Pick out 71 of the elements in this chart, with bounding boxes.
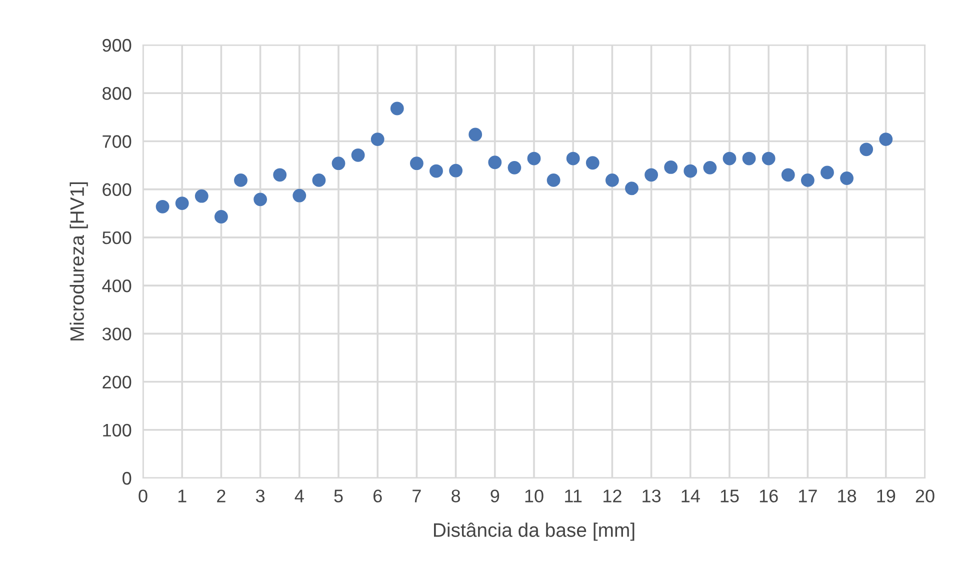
point	[430, 164, 443, 178]
point	[742, 152, 756, 166]
x-tick-label: 5	[334, 490, 343, 502]
point	[684, 164, 698, 178]
point	[586, 156, 600, 170]
point	[879, 132, 893, 146]
x-tick-label: 13	[642, 490, 661, 502]
x-tick-label: 6	[373, 490, 382, 502]
y-tick-label: 0	[122, 472, 132, 485]
y-tick-label: 400	[102, 279, 132, 292]
point	[762, 152, 776, 166]
point	[703, 160, 717, 174]
point	[722, 152, 736, 166]
y-tick-label: 700	[102, 135, 132, 148]
x-tick-label: 11	[565, 490, 582, 502]
point	[840, 172, 854, 185]
point	[390, 102, 404, 116]
point	[664, 160, 678, 174]
x-tick-label: 4	[294, 490, 304, 502]
x-tick-label: 18	[838, 490, 856, 502]
x-tick-label: 1	[178, 490, 186, 502]
y-tick-label: 500	[102, 231, 132, 244]
point	[800, 173, 814, 187]
point	[644, 168, 658, 182]
y-tick-label: 600	[102, 183, 132, 196]
point	[860, 142, 874, 156]
point	[527, 152, 541, 166]
point	[370, 132, 384, 146]
point	[820, 166, 834, 180]
point	[214, 210, 228, 224]
point	[332, 156, 346, 170]
point	[488, 156, 502, 170]
y-tick-label: 300	[102, 328, 132, 340]
y-tick-label: 900	[102, 38, 132, 52]
x-tick-label: 16	[760, 490, 778, 502]
y-axis-title: Microdureza [HV1]	[70, 182, 88, 340]
x-tick-label: 17	[799, 490, 817, 502]
point	[312, 173, 326, 187]
y-tick-label: 800	[102, 87, 132, 100]
point	[625, 182, 638, 196]
x-axis-title: Distância da base [mm]	[434, 522, 634, 541]
y-tick-label: 100	[103, 424, 132, 437]
point	[468, 128, 482, 142]
point	[508, 160, 522, 174]
point	[254, 192, 268, 206]
x-tick-label: 3	[256, 490, 265, 502]
x-tick-label: 20	[916, 490, 934, 502]
point	[410, 156, 424, 170]
point	[351, 148, 365, 162]
x-tick-label: 19	[877, 490, 896, 502]
x-tick-label: 10	[525, 490, 544, 502]
x-tick-label: 7	[412, 490, 421, 502]
point	[566, 152, 580, 166]
x-tick-label: 8	[452, 490, 460, 502]
x-tick-label: 2	[217, 490, 226, 502]
x-tick-label: 12	[604, 490, 622, 502]
y-tick-label: 200	[102, 376, 132, 388]
point	[175, 196, 189, 210]
point	[605, 173, 619, 187]
point	[273, 168, 287, 182]
point	[449, 164, 463, 178]
point	[546, 173, 560, 187]
point	[781, 168, 795, 182]
x-tick-label: 15	[720, 490, 739, 502]
point	[194, 189, 208, 203]
x-tick-label: 9	[490, 490, 500, 502]
x-tick-label: 0	[138, 490, 148, 502]
x-tick-label: 14	[682, 490, 700, 502]
point	[234, 173, 248, 187]
point	[292, 188, 306, 202]
point	[156, 200, 170, 214]
